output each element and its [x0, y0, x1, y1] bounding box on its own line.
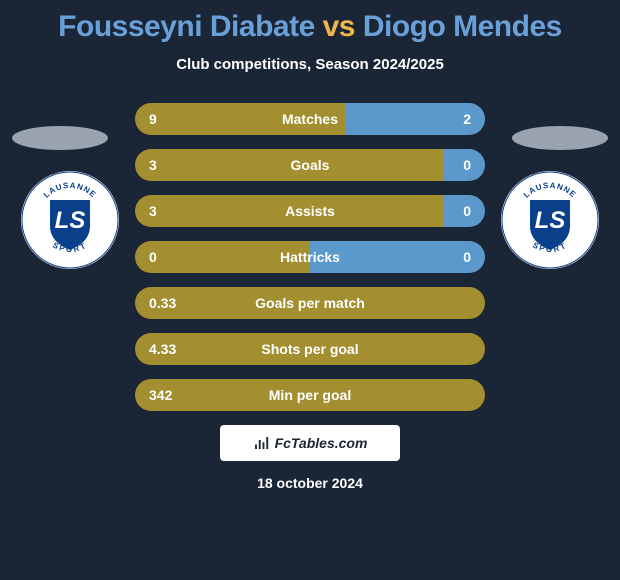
player2-club-logo: LAUSANNE SPORT LS: [500, 170, 600, 270]
player1-name: Fousseyni Diabate: [58, 10, 315, 43]
player2-name: Diogo Mendes: [363, 10, 562, 43]
stat-label: Shots per goal: [135, 333, 485, 365]
stat-label: Hattricks: [135, 241, 485, 273]
player1-photo-placeholder: [12, 126, 108, 150]
comparison-title: Fousseyni Diabate vs Diogo Mendes: [0, 0, 620, 44]
date-text: 18 october 2024: [0, 475, 620, 491]
bar-chart-icon: [253, 434, 271, 452]
stat-label: Assists: [135, 195, 485, 227]
stat-label: Min per goal: [135, 379, 485, 411]
stat-label: Goals: [135, 149, 485, 181]
stats-container: 92Matches 30Goals 30Assists 00Hattricks 0.33…: [135, 103, 485, 411]
stat-row: 92Matches: [135, 103, 485, 135]
stat-label: Goals per match: [135, 287, 485, 319]
svg-text:LS: LS: [535, 207, 566, 234]
stat-row: 4.33Shots per goal: [135, 333, 485, 365]
player2-photo-placeholder: [512, 126, 608, 150]
brand-text: FcTables.com: [275, 435, 368, 451]
fctables-brand: FcTables.com: [220, 425, 400, 461]
stat-row: 30Assists: [135, 195, 485, 227]
stat-label: Matches: [135, 103, 485, 135]
subtitle: Club competitions, Season 2024/2025: [0, 56, 620, 73]
stat-row: 0.33Goals per match: [135, 287, 485, 319]
svg-text:LS: LS: [55, 207, 86, 234]
stat-row: 30Goals: [135, 149, 485, 181]
player1-club-logo: LAUSANNE SPORT LS: [20, 170, 120, 270]
vs-text: vs: [323, 10, 355, 43]
stat-row: 00Hattricks: [135, 241, 485, 273]
stat-row: 342Min per goal: [135, 379, 485, 411]
